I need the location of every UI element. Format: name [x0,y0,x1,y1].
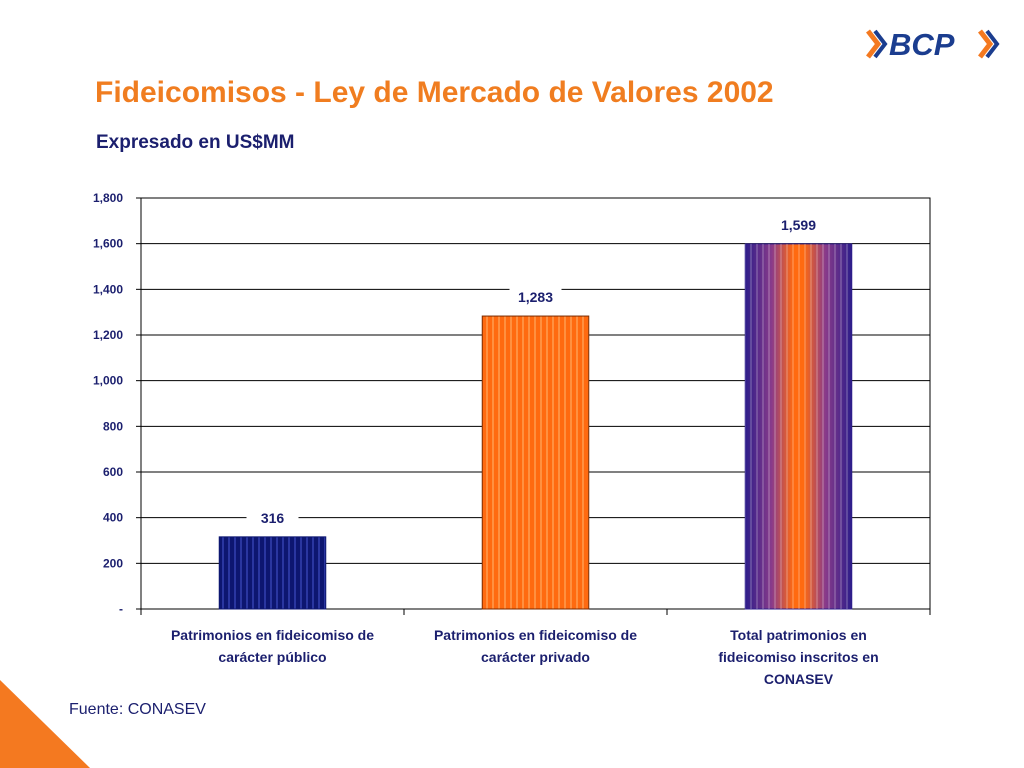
y-tick-label: 400 [103,511,123,525]
bar-texture [745,243,852,609]
x-category-label: Patrimonios en fideicomiso de [171,627,374,643]
y-tick-label: 1,200 [93,328,123,342]
bar-value-label: 1,599 [781,217,816,233]
x-category-label: Total patrimonios en [730,627,867,643]
y-tick-label: 800 [103,419,123,433]
bcp-logo: BCP [866,27,1000,62]
corner-accent [0,680,90,768]
bar-label-bg [772,213,825,234]
bar-value-label: 316 [261,510,285,526]
bar-label-bg [246,506,299,527]
logo-text: BCP [889,27,955,62]
bar-label-bg [509,286,562,307]
page-title: Fideicomisos - Ley de Mercado de Valores… [95,76,774,109]
y-tick-label: 1,400 [93,282,123,296]
y-tick-label: 600 [103,465,123,479]
y-tick-label: 1,000 [93,374,123,388]
x-category-label: carácter privado [481,649,590,665]
y-tick-label: 1,600 [93,237,123,251]
y-tick-label: - [119,602,123,616]
logo-chevron-right-icon [978,29,994,59]
y-tick-label: 1,800 [93,191,123,205]
bar [218,536,327,610]
page-subtitle: Expresado en US$MM [96,132,295,153]
x-category-label: CONASEV [764,671,834,687]
x-category-label: carácter público [218,649,326,665]
bar [481,315,590,610]
logo-chevron-left-icon [866,29,882,59]
x-category-label: Patrimonios en fideicomiso de [434,627,637,643]
y-tick-label: 200 [103,556,123,570]
x-category-label: fideicomiso inscritos en [718,649,878,665]
source-note: Fuente: CONASEV [69,701,206,718]
bar-value-label: 1,283 [518,289,553,305]
